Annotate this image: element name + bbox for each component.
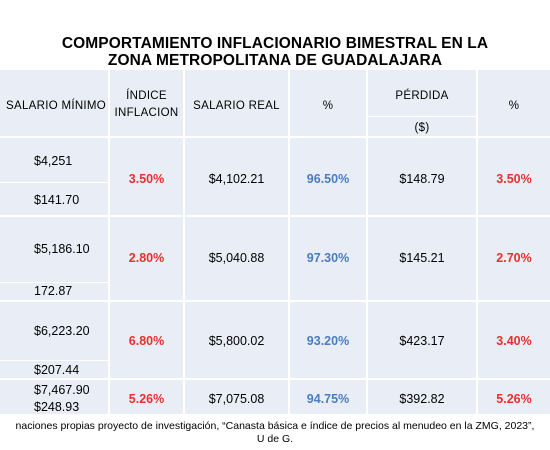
row-divider: [0, 215, 550, 217]
header-perdida-unit: ($): [414, 122, 430, 134]
cell-salario: $5,186.10: [34, 242, 90, 256]
cell-percent: 97.30%: [306, 251, 350, 265]
cell-indice: 2.80%: [128, 251, 165, 265]
cell-percent-loss: 3.50%: [496, 172, 532, 186]
cell-salario: $4,251: [34, 154, 73, 168]
footnote-line-1: naciones propias proyecto de investigaci…: [15, 420, 535, 432]
title-line-1: COMPORTAMIENTO INFLACIONARIO BIMESTRAL E…: [61, 35, 489, 52]
cell-salario-real: $4,102.21: [208, 172, 265, 186]
column-divider: [366, 70, 368, 414]
cell-indice: 3.50%: [128, 172, 165, 186]
cell-percent-loss: 5.26%: [496, 392, 532, 406]
cell-perdida: $145.21: [399, 251, 445, 265]
footnote-line-2: U de G.: [256, 433, 294, 445]
cell-salario-real: $5,800.02: [208, 334, 265, 348]
column-divider: [183, 70, 185, 414]
sub-divider: [366, 116, 476, 117]
title-line-2: ZONA METROPOLITANA DE GUADALAJARA: [107, 52, 443, 69]
header-salario-real: SALARIO REAL: [193, 100, 280, 112]
column-divider: [476, 70, 478, 414]
cell-salario-daily: 172.87: [34, 284, 73, 298]
sub-divider: [0, 360, 108, 361]
cell-indice: 5.26%: [128, 392, 165, 406]
row-divider: [0, 378, 550, 380]
header-inflacion: INFLACION: [114, 107, 179, 119]
column-divider: [288, 70, 290, 414]
cell-salario-real: $7,075.08: [208, 392, 265, 406]
cell-perdida: $392.82: [399, 392, 445, 406]
cell-perdida: $148.79: [399, 172, 445, 186]
cell-salario-daily: $141.70: [34, 193, 80, 207]
header-salario-minimo: SALARIO MÍNIMO: [6, 100, 107, 112]
row-divider: [0, 136, 550, 138]
cell-percent: 93.20%: [306, 334, 350, 348]
cell-salario: $7,467.90: [34, 383, 90, 397]
cell-salario-daily: $207.44: [34, 363, 80, 377]
cell-indice: 6.80%: [128, 334, 165, 348]
cell-salario-real: $5,040.88: [208, 251, 265, 265]
header-perdida: PÉRDIDA: [395, 90, 449, 102]
source-footnote: naciones propias proyecto de investigaci…: [0, 420, 550, 446]
cell-salario: $6,223.20: [34, 324, 90, 338]
header-percent-loss: %: [508, 100, 520, 112]
cell-percent: 96.50%: [306, 172, 350, 186]
cell-percent-loss: 2.70%: [496, 251, 532, 265]
header-percent: %: [322, 100, 334, 112]
inflation-table: SALARIO MÍNIMO ÍNDICE INFLACION SALARIO …: [0, 70, 550, 414]
cell-percent: 94.75%: [306, 392, 350, 406]
cell-salario-daily: $248.93: [34, 400, 80, 414]
cell-percent-loss: 3.40%: [496, 334, 532, 348]
header-indice: ÍNDICE: [126, 90, 167, 102]
page-title: COMPORTAMIENTO INFLACIONARIO BIMESTRAL E…: [0, 35, 550, 69]
sub-divider: [0, 182, 108, 183]
sub-divider: [0, 282, 108, 283]
column-divider: [108, 70, 110, 414]
cell-perdida: $423.17: [399, 334, 445, 348]
row-divider: [0, 300, 550, 302]
